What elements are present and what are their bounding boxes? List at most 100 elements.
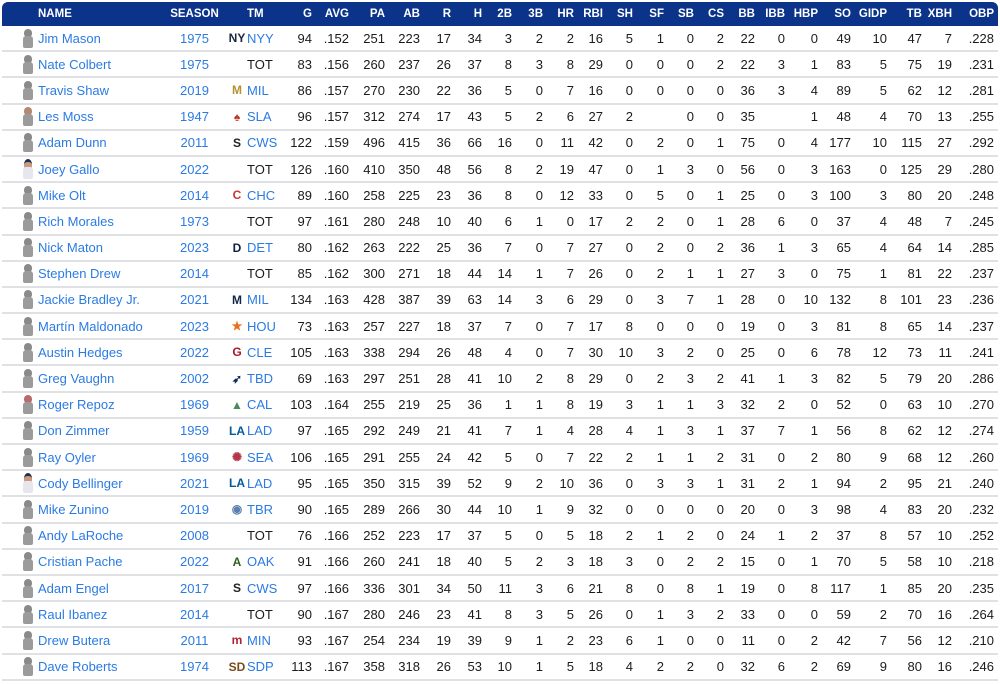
header-sb[interactable]: SB [678, 8, 694, 20]
player-avatar-icon[interactable] [22, 80, 34, 100]
header-xbh[interactable]: XBH [927, 8, 952, 20]
player-name-link[interactable]: Ray Oyler [38, 449, 96, 465]
team-link[interactable]: HOU [247, 318, 276, 334]
player-name-link[interactable]: Dave Roberts [38, 659, 118, 675]
header-ab[interactable]: AB [403, 8, 420, 20]
player-name-link[interactable]: Raul Ibanez [38, 606, 108, 622]
season-link[interactable]: 1975 [180, 30, 209, 46]
header-pa[interactable]: PA [369, 8, 385, 20]
header-r[interactable]: R [442, 8, 451, 20]
team-link[interactable]: SEA [247, 449, 274, 465]
player-name-link[interactable]: Travis Shaw [38, 82, 110, 98]
player-avatar-icon[interactable] [22, 447, 34, 467]
player-name-link[interactable]: Adam Dunn [38, 135, 107, 151]
header-avg[interactable]: AVG [324, 8, 349, 20]
player-avatar-icon[interactable] [22, 657, 34, 677]
player-avatar-icon[interactable] [22, 472, 34, 493]
season-link[interactable]: 1974 [180, 659, 209, 675]
player-avatar-icon[interactable] [22, 28, 34, 48]
season-link[interactable]: 2014 [180, 266, 209, 282]
player-name-link[interactable]: Roger Repoz [38, 397, 115, 413]
season-link[interactable]: 1975 [180, 56, 209, 72]
team-link[interactable]: SDP [247, 659, 274, 675]
header-name[interactable]: NAME [38, 8, 72, 20]
player-avatar-icon[interactable] [22, 499, 34, 519]
team-link[interactable]: CWS [247, 580, 278, 596]
season-link[interactable]: 2019 [180, 501, 209, 517]
season-link[interactable]: 1973 [180, 213, 209, 229]
season-link[interactable]: 2002 [180, 371, 209, 387]
team-link[interactable]: DET [247, 240, 273, 256]
header-season[interactable]: SEASON [170, 8, 219, 20]
player-name-link[interactable]: Les Moss [38, 109, 94, 125]
player-avatar-icon[interactable] [22, 107, 34, 127]
season-link[interactable]: 2019 [180, 82, 209, 98]
header-hr[interactable]: HR [557, 8, 574, 20]
header-3b[interactable]: 3B [528, 8, 543, 20]
team-link[interactable]: CHC [247, 187, 276, 203]
player-avatar-icon[interactable] [22, 211, 34, 231]
team-link[interactable]: TBD [247, 371, 273, 387]
header-hbp[interactable]: HBP [793, 8, 818, 20]
header-ibb[interactable]: IBB [765, 8, 785, 20]
player-avatar-icon[interactable] [22, 578, 34, 598]
player-avatar-icon[interactable] [22, 604, 34, 624]
team-link[interactable]: CAL [247, 397, 273, 413]
player-avatar-icon[interactable] [22, 342, 34, 362]
player-avatar-icon[interactable] [22, 158, 34, 179]
player-name-link[interactable]: Mike Olt [38, 187, 86, 203]
player-name-link[interactable]: Drew Butera [38, 632, 111, 648]
season-link[interactable]: 2021 [180, 292, 209, 308]
player-avatar-icon[interactable] [22, 526, 34, 546]
player-avatar-icon[interactable] [22, 369, 34, 389]
player-avatar-icon[interactable] [22, 316, 34, 336]
player-name-link[interactable]: Andy LaRoche [38, 528, 124, 544]
season-link[interactable]: 2011 [180, 632, 209, 648]
player-avatar-icon[interactable] [22, 395, 34, 415]
team-link[interactable]: SLA [247, 109, 272, 125]
player-name-link[interactable]: Cristian Pache [38, 554, 123, 570]
player-name-link[interactable]: Don Zimmer [38, 423, 110, 439]
player-name-link[interactable]: Jackie Bradley Jr. [38, 292, 140, 308]
team-link[interactable]: NYY [247, 30, 274, 46]
player-avatar-icon[interactable] [22, 290, 34, 310]
season-link[interactable]: 2017 [180, 580, 209, 596]
player-avatar-icon[interactable] [22, 133, 34, 153]
team-link[interactable]: CWS [247, 135, 278, 151]
header-cs[interactable]: CS [708, 8, 724, 20]
season-link[interactable]: 1969 [180, 449, 209, 465]
header-bb[interactable]: BB [738, 8, 755, 20]
team-link[interactable]: MIL [247, 292, 269, 308]
season-link[interactable]: 2022 [180, 344, 209, 360]
player-name-link[interactable]: Adam Engel [38, 580, 109, 596]
season-link[interactable]: 2021 [180, 475, 209, 491]
season-link[interactable]: 2023 [180, 240, 209, 256]
team-link[interactable]: MIL [247, 82, 269, 98]
season-link[interactable]: 1969 [180, 397, 209, 413]
player-name-link[interactable]: Nate Colbert [38, 56, 111, 72]
header-tb[interactable]: TB [906, 8, 922, 20]
header-rbi[interactable]: RBI [583, 8, 603, 20]
player-avatar-icon[interactable] [22, 421, 34, 441]
player-avatar-icon[interactable] [22, 54, 34, 74]
header-gidp[interactable]: GIDP [858, 8, 887, 20]
header-so[interactable]: SO [834, 8, 851, 20]
season-link[interactable]: 2008 [180, 528, 209, 544]
header-g[interactable]: G [303, 8, 312, 20]
player-name-link[interactable]: Nick Maton [38, 240, 104, 256]
player-avatar-icon[interactable] [22, 238, 34, 258]
header-sf[interactable]: SF [649, 8, 664, 20]
player-name-link[interactable]: Greg Vaughn [38, 371, 115, 387]
header-2b[interactable]: 2B [497, 8, 512, 20]
season-link[interactable]: 2023 [180, 318, 209, 334]
header-tm[interactable]: TM [247, 8, 264, 20]
season-link[interactable]: 2022 [180, 554, 209, 570]
season-link[interactable]: 2014 [180, 187, 209, 203]
team-link[interactable]: LAD [247, 423, 273, 439]
player-name-link[interactable]: Martín Maldonado [38, 318, 143, 334]
header-h[interactable]: H [473, 8, 482, 20]
team-link[interactable]: TBR [247, 501, 273, 517]
team-link[interactable]: LAD [247, 475, 273, 491]
player-avatar-icon[interactable] [22, 552, 34, 572]
team-link[interactable]: OAK [247, 554, 275, 570]
